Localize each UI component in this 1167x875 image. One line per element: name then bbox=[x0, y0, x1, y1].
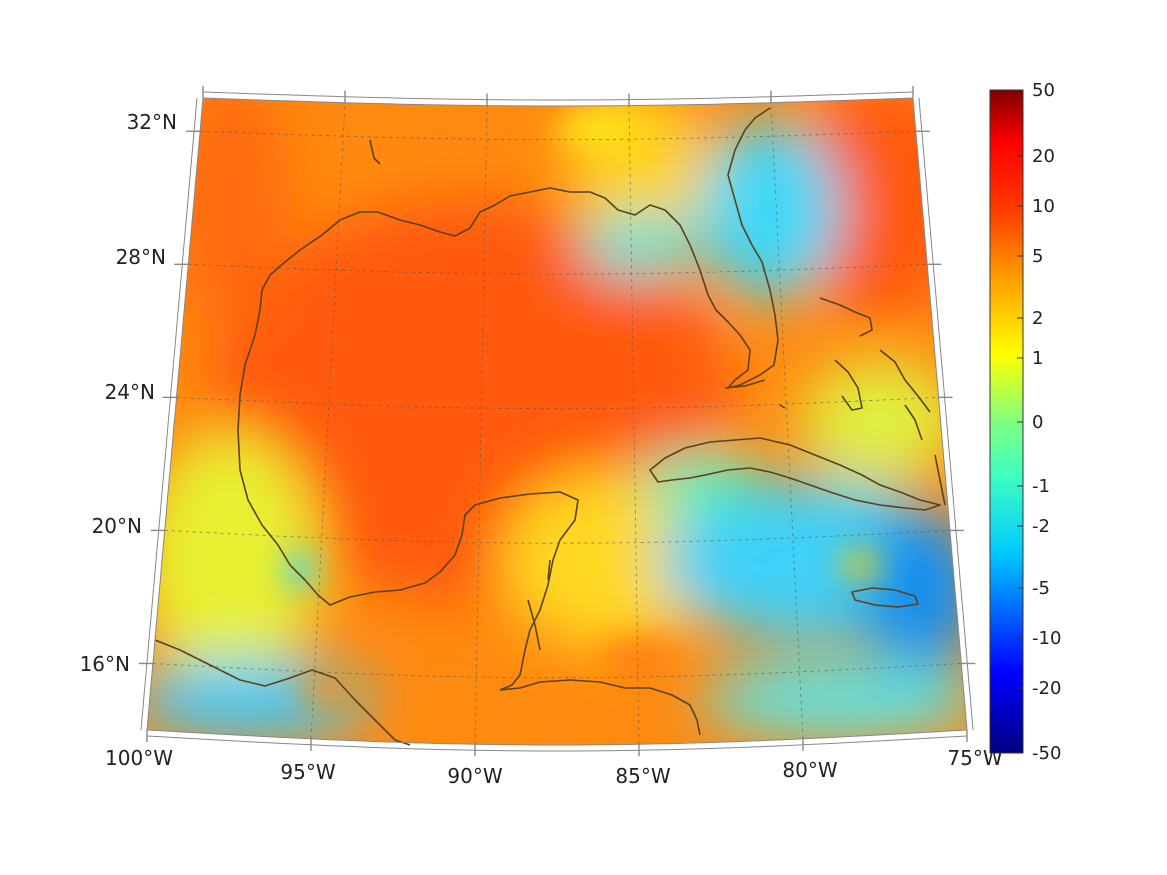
meridian-line bbox=[628, 105, 640, 745]
lat-labels: 16°N 20°N 24°N 28°N 32°N bbox=[80, 110, 177, 676]
parallel-line bbox=[176, 397, 939, 410]
parallel-line bbox=[164, 530, 950, 544]
colorbar-tick-label: 1 bbox=[1032, 348, 1043, 369]
lon-label: 80°W bbox=[782, 758, 837, 782]
data-field bbox=[147, 98, 967, 745]
frame-band bbox=[202, 91, 914, 101]
colorbar-tick-label: 20 bbox=[1032, 146, 1055, 167]
lat-label: 16°N bbox=[80, 652, 130, 676]
lon-label: 90°W bbox=[447, 764, 502, 788]
meridian-line bbox=[770, 102, 804, 739]
lat-label: 28°N bbox=[116, 245, 166, 269]
colorbar-tick-label: -2 bbox=[1032, 516, 1050, 537]
colorbar-tick-label: -10 bbox=[1032, 628, 1061, 649]
lat-label: 20°N bbox=[92, 514, 142, 538]
coastline bbox=[154, 107, 946, 746]
colorbar-tick-label: 10 bbox=[1032, 196, 1055, 217]
meridian-line bbox=[474, 105, 488, 745]
colorbar-tick-label: 50 bbox=[1032, 80, 1055, 101]
colorbar-tick-label: -20 bbox=[1032, 678, 1061, 699]
lat-label: 24°N bbox=[105, 380, 155, 404]
colorbar-tick-label: -5 bbox=[1032, 578, 1050, 599]
colorbar-tick-label: 2 bbox=[1032, 308, 1043, 329]
lon-label: 95°W bbox=[280, 760, 335, 784]
lat-label: 32°N bbox=[127, 110, 177, 134]
colorbar-tick-label: -50 bbox=[1032, 743, 1061, 764]
lon-label: 85°W bbox=[615, 764, 670, 788]
lon-label: 100°W bbox=[105, 746, 173, 770]
frame-band bbox=[146, 735, 968, 752]
lon-labels: 100°W 95°W 90°W 85°W 80°W 75°W bbox=[105, 746, 1003, 788]
colorbar-tick-label: 5 bbox=[1032, 246, 1043, 267]
parallel-line bbox=[152, 663, 962, 679]
map-frame bbox=[138, 86, 976, 757]
meridian-line bbox=[310, 102, 346, 739]
frame-band bbox=[918, 97, 974, 731]
parallel-line bbox=[200, 130, 916, 140]
frame-band bbox=[140, 97, 198, 731]
colorbar-tick-label: 0 bbox=[1032, 412, 1043, 433]
colorbar-tick-label: -1 bbox=[1032, 476, 1050, 497]
